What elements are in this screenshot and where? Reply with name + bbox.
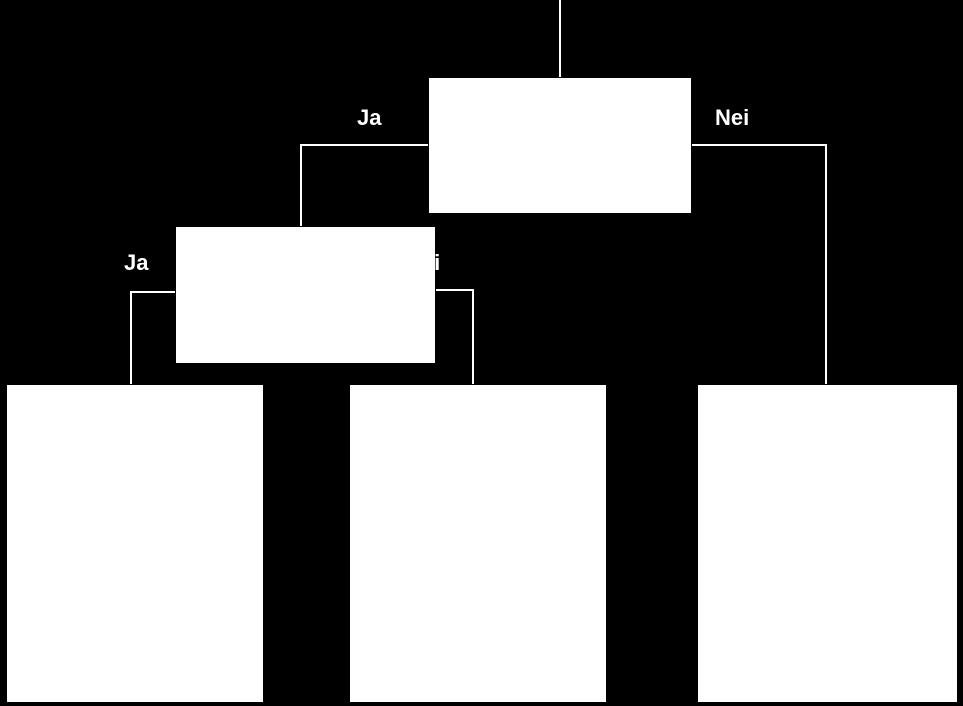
edge-label: Nei xyxy=(406,250,440,276)
flow-node-leaf_c xyxy=(697,384,958,703)
flow-node-leaf_a xyxy=(6,384,264,703)
edge-top_to_leaf_c xyxy=(692,145,826,384)
edge-label: Nei xyxy=(715,105,749,131)
edge-mid_to_leaf_a xyxy=(131,292,175,384)
edge-top_to_mid xyxy=(301,145,428,226)
edge-label: Ja xyxy=(124,250,148,276)
edge-mid_to_leaf_b xyxy=(436,290,473,384)
flow-node-mid xyxy=(175,226,436,364)
edge-label: Ja xyxy=(357,105,381,131)
flow-node-top xyxy=(428,77,692,214)
flow-node-leaf_b xyxy=(349,384,607,703)
